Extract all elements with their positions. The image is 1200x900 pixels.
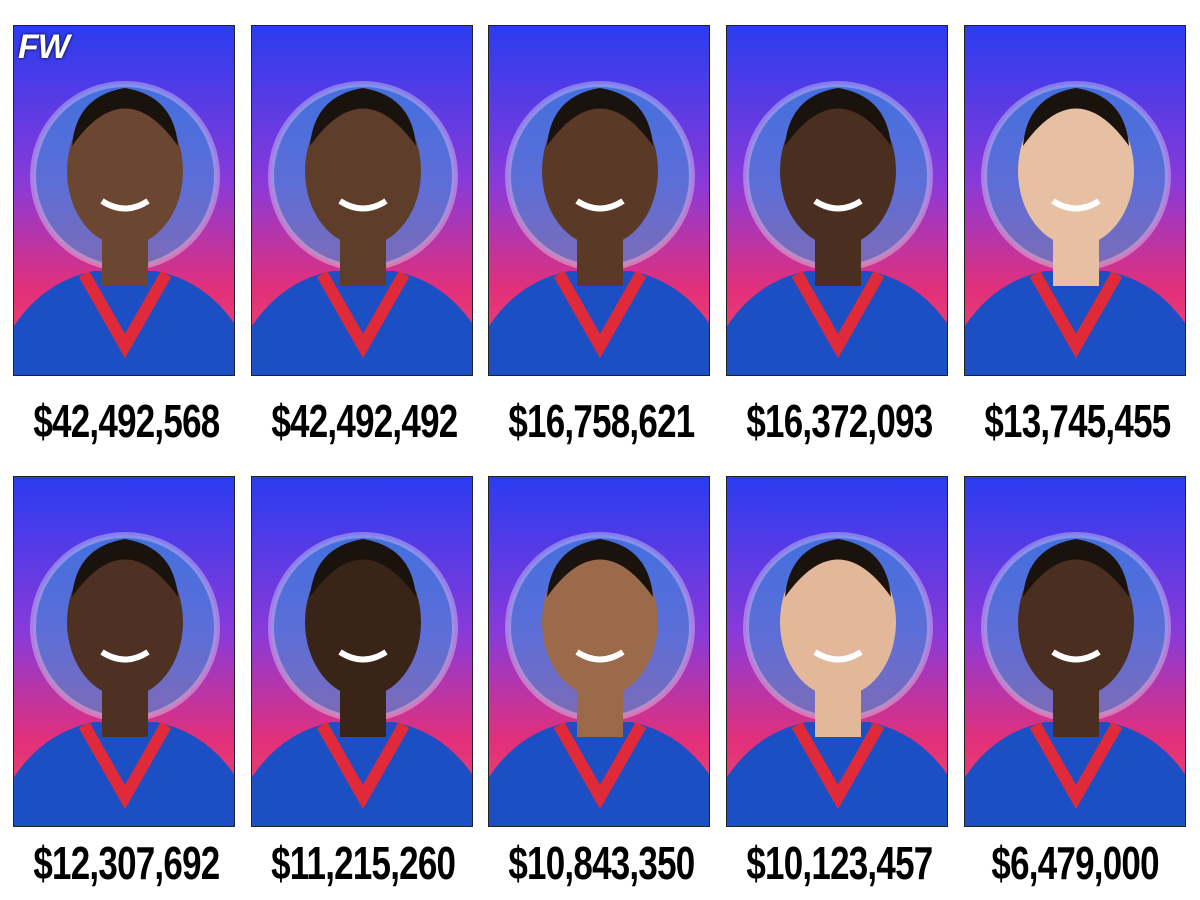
salary-text: $10,843,350 xyxy=(508,837,695,889)
player-card xyxy=(13,25,235,376)
player-photo xyxy=(965,477,1185,826)
player-card xyxy=(488,476,710,827)
salary-label: $42,492,568 xyxy=(4,394,244,448)
player-card xyxy=(964,25,1186,376)
salary-label: $42,492,492 xyxy=(242,394,482,448)
salary-label: $10,123,457 xyxy=(717,836,957,890)
salary-text: $10,123,457 xyxy=(746,837,933,889)
player-photo xyxy=(14,26,234,375)
logo: FW xyxy=(18,28,70,66)
salary-text: $42,492,492 xyxy=(271,395,458,447)
salary-label: $11,215,260 xyxy=(242,836,482,890)
player-card xyxy=(726,25,948,376)
player-card xyxy=(251,25,473,376)
player-card xyxy=(964,476,1186,827)
player-photo xyxy=(14,477,234,826)
salary-text: $13,745,455 xyxy=(984,395,1171,447)
salary-label: $16,372,093 xyxy=(717,394,957,448)
salary-text: $16,372,093 xyxy=(746,395,933,447)
player-photo xyxy=(489,26,709,375)
salary-text: $16,758,621 xyxy=(508,395,695,447)
player-photo xyxy=(489,477,709,826)
player-photo xyxy=(252,477,472,826)
salary-label: $6,479,000 xyxy=(955,836,1195,890)
salary-label: $12,307,692 xyxy=(4,836,244,890)
salary-label: $16,758,621 xyxy=(479,394,719,448)
player-card xyxy=(251,476,473,827)
salary-text: $11,215,260 xyxy=(271,837,456,889)
player-photo xyxy=(252,26,472,375)
salary-label: $13,745,455 xyxy=(955,394,1195,448)
player-photo xyxy=(727,477,947,826)
player-card xyxy=(488,25,710,376)
salary-label: $10,843,350 xyxy=(479,836,719,890)
player-card xyxy=(726,476,948,827)
salary-text: $42,492,568 xyxy=(33,395,220,447)
player-card xyxy=(13,476,235,827)
salary-text: $6,479,000 xyxy=(991,837,1159,889)
player-photo xyxy=(965,26,1185,375)
player-photo xyxy=(727,26,947,375)
salary-text: $12,307,692 xyxy=(33,837,220,889)
